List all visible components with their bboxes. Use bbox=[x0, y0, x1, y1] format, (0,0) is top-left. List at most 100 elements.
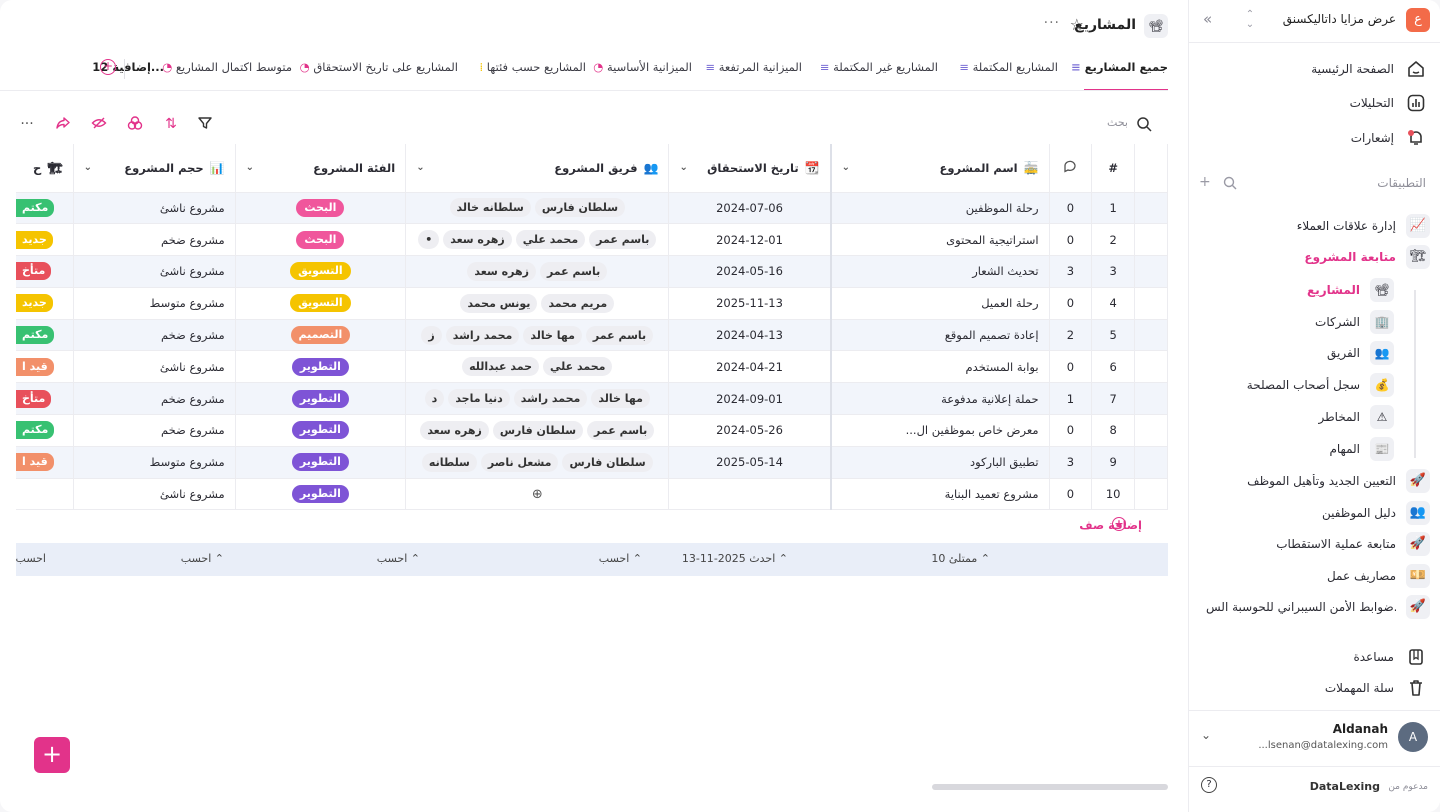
status-cell[interactable] bbox=[16, 478, 74, 511]
team-member-chip[interactable]: باسم عمر bbox=[589, 230, 657, 250]
nav-item-home[interactable]: الصفحة الرئيسية bbox=[1203, 56, 1426, 84]
status-cell[interactable]: متأخ bbox=[16, 255, 74, 288]
team-member-chip[interactable]: • bbox=[418, 230, 440, 250]
due-date-cell[interactable]: 2024-05-26 bbox=[668, 414, 832, 447]
team-cell[interactable]: مها خالدمحمد راشددنيا ماجدد bbox=[405, 382, 670, 416]
project-name-cell[interactable]: مشروع تعميد البناية bbox=[829, 478, 1050, 511]
category-cell[interactable]: البحث bbox=[235, 223, 407, 257]
summary-name[interactable]: ممتلئ 10 ⌃ bbox=[931, 552, 990, 565]
tab-all-projects[interactable]: ≡ جميع المشاريع bbox=[1071, 60, 1168, 74]
sub-item-tasks[interactable]: 📰 المهام bbox=[1228, 435, 1400, 463]
team-member-chip[interactable]: محمد علي bbox=[515, 230, 586, 250]
team-member-chip[interactable]: سلطانه bbox=[421, 452, 477, 472]
size-cell[interactable]: مشروع ضخم bbox=[73, 414, 236, 447]
category-cell[interactable]: التطوير bbox=[235, 478, 407, 511]
project-name-cell[interactable]: حملة إعلانية مدفوعة bbox=[829, 382, 1050, 416]
chevron-updown-icon[interactable]: ⌃ ⌄ bbox=[1245, 9, 1255, 30]
status-cell[interactable]: مكتم bbox=[16, 192, 74, 225]
team-member-chip[interactable]: زهره سعد bbox=[443, 230, 512, 250]
project-name-cell[interactable]: استراتيجية المحتوى bbox=[829, 223, 1050, 257]
tab-basic-budget[interactable]: ◔ الميزانية الأساسية bbox=[593, 60, 692, 74]
sub-item-stakeholders[interactable]: 💰 سجل أصحاب المصلحة bbox=[1228, 371, 1400, 399]
status-cell[interactable]: قيد ا bbox=[16, 446, 74, 479]
team-cell[interactable]: ⊕ bbox=[405, 478, 670, 511]
project-name-cell[interactable]: رحلة الموظفين bbox=[829, 192, 1050, 225]
status-cell[interactable]: مكتم bbox=[16, 319, 74, 352]
status-cell[interactable]: مكتم bbox=[16, 414, 74, 447]
project-name-cell[interactable]: تطبيق الباركود bbox=[829, 446, 1050, 479]
search-icon[interactable] bbox=[1223, 176, 1237, 190]
header-due-date[interactable]: 📆 تاريخ الاستحقاق ⌄ bbox=[668, 144, 832, 193]
tab-incomplete[interactable]: ≡ المشاريع غير المكتملة bbox=[819, 60, 938, 74]
team-member-chip[interactable]: سلطان فارس bbox=[534, 198, 626, 218]
team-member-chip[interactable]: سلطانه خالد bbox=[449, 198, 531, 218]
collapse-sidebar-icon[interactable]: « bbox=[1203, 10, 1213, 28]
table-row[interactable]: 10 0 مشروع تعميد البناية ⊕ التطوير مشروع ناشئ bbox=[16, 478, 1168, 511]
project-name-cell[interactable]: بوابة المستخدم bbox=[829, 350, 1050, 384]
add-record-button[interactable]: + bbox=[34, 737, 70, 773]
category-cell[interactable]: البحث bbox=[235, 192, 407, 225]
due-date-cell[interactable]: 2024-12-01 bbox=[668, 223, 832, 257]
table-row[interactable]: 7 1 حملة إعلانية مدفوعة 2024-09-01 مها خالدم… bbox=[16, 382, 1168, 416]
status-cell[interactable]: جديد bbox=[16, 223, 74, 257]
sub-item-companies[interactable]: 🏢 الشركات bbox=[1228, 308, 1400, 336]
add-app-icon[interactable]: + bbox=[1199, 174, 1211, 190]
brand-link[interactable]: DataLexing bbox=[1309, 780, 1380, 793]
due-date-cell[interactable]: 2024-04-21 bbox=[668, 350, 832, 384]
table-row[interactable]: 3 3 تحديث الشعار 2024-05-16 باسم عمرزهره سعد… bbox=[16, 255, 1168, 288]
team-member-chip[interactable]: باسم عمر bbox=[585, 325, 654, 345]
horizontal-scrollbar[interactable] bbox=[932, 784, 1168, 790]
team-cell[interactable]: سلطان فارسمشعل ناصرسلطانه bbox=[405, 446, 670, 479]
summary-extra[interactable]: احسب bbox=[15, 552, 46, 565]
chevron-down-icon[interactable]: ⌄ bbox=[245, 162, 255, 174]
team-cell[interactable]: مريم محمديونس محمد bbox=[405, 287, 670, 320]
project-name-cell[interactable]: معرض خاص بموظفين ال... bbox=[829, 414, 1050, 447]
size-cell[interactable]: مشروع متوسط bbox=[73, 446, 236, 479]
nav-item-help[interactable]: مساعدة bbox=[1203, 644, 1426, 672]
app-item-employee-directory[interactable]: 👥 دليل الموظفين bbox=[1199, 499, 1430, 527]
comment-count[interactable]: 3 bbox=[1049, 446, 1093, 479]
team-member-chip[interactable]: محمد راشد bbox=[513, 389, 588, 409]
header-size[interactable]: 📊 حجم المشروع ⌄ bbox=[73, 144, 236, 193]
chevron-down-icon[interactable]: ⌄ bbox=[416, 162, 425, 174]
team-cell[interactable]: باسم عمرسلطان فارسزهره سعد bbox=[405, 414, 670, 447]
category-cell[interactable]: التطوير bbox=[235, 414, 407, 447]
comment-count[interactable]: 0 bbox=[1049, 478, 1093, 511]
table-row[interactable]: 4 0 رحلة العميل 2025-11-13 مريم محمديونس محم… bbox=[16, 287, 1168, 320]
app-item-recruiting[interactable]: 🚀 متابعة عملية الاستقطاب bbox=[1199, 530, 1430, 558]
size-cell[interactable]: مشروع ضخم bbox=[73, 319, 236, 352]
project-name-cell[interactable]: إعادة تصميم الموقع bbox=[829, 319, 1050, 352]
summary-team[interactable]: احسب ⌃ bbox=[598, 552, 642, 565]
team-member-chip[interactable]: يونس محمد bbox=[460, 293, 538, 313]
team-member-chip[interactable]: مها خالد bbox=[523, 325, 582, 345]
comment-count[interactable]: 1 bbox=[1049, 382, 1093, 416]
category-cell[interactable]: التطوير bbox=[235, 446, 407, 479]
star-icon[interactable]: ☆ bbox=[1069, 15, 1084, 34]
due-date-cell[interactable]: 2025-05-14 bbox=[668, 446, 832, 479]
table-row[interactable]: 8 0 معرض خاص بموظفين ال... 2024-05-26 باسم ع… bbox=[16, 414, 1168, 447]
due-date-cell[interactable]: 2024-09-01 bbox=[668, 382, 832, 416]
app-item-cyber-controls[interactable]: 🚀 ضوابط الأمن السيبراني للحوسبة الس... bbox=[1199, 593, 1430, 621]
tab-completed[interactable]: ≡ المشاريع المكتملة bbox=[959, 60, 1058, 74]
due-date-cell[interactable] bbox=[668, 478, 832, 511]
due-date-cell[interactable]: 2024-05-16 bbox=[668, 255, 832, 288]
project-name-cell[interactable]: رحلة العميل bbox=[829, 287, 1050, 320]
status-cell[interactable]: قيد ا bbox=[16, 350, 74, 384]
team-member-chip[interactable]: مريم محمد bbox=[541, 293, 615, 313]
header-category[interactable]: الفئة المشروع ⌄ bbox=[235, 144, 407, 193]
table-row[interactable]: 5 2 إعادة تصميم الموقع 2024-04-13 باسم عمرمه… bbox=[16, 319, 1168, 352]
chevron-down-icon[interactable]: ⌄ bbox=[1201, 728, 1212, 742]
nav-item-analytics[interactable]: التحليلات bbox=[1203, 90, 1426, 118]
more-icon[interactable]: ··· bbox=[20, 116, 34, 132]
comment-count[interactable]: 0 bbox=[1049, 223, 1093, 257]
team-member-chip[interactable]: محمد راشد bbox=[445, 325, 520, 345]
category-cell[interactable]: التطوير bbox=[235, 382, 407, 416]
search-input[interactable]: بحث bbox=[1107, 116, 1128, 129]
team-member-chip[interactable]: حمد عبدالله bbox=[462, 357, 540, 377]
table-row[interactable]: 2 0 استراتيجية المحتوى 2024-12-01 باسم عمرمح… bbox=[16, 223, 1168, 257]
project-name-cell[interactable]: تحديث الشعار bbox=[829, 255, 1050, 288]
app-item-crm[interactable]: 📈 إدارة علاقات العملاء bbox=[1199, 212, 1430, 240]
help-icon[interactable]: ? bbox=[1201, 777, 1217, 793]
team-member-chip[interactable]: سلطان فارس bbox=[562, 452, 653, 472]
category-cell[interactable]: التطوير bbox=[235, 350, 407, 384]
